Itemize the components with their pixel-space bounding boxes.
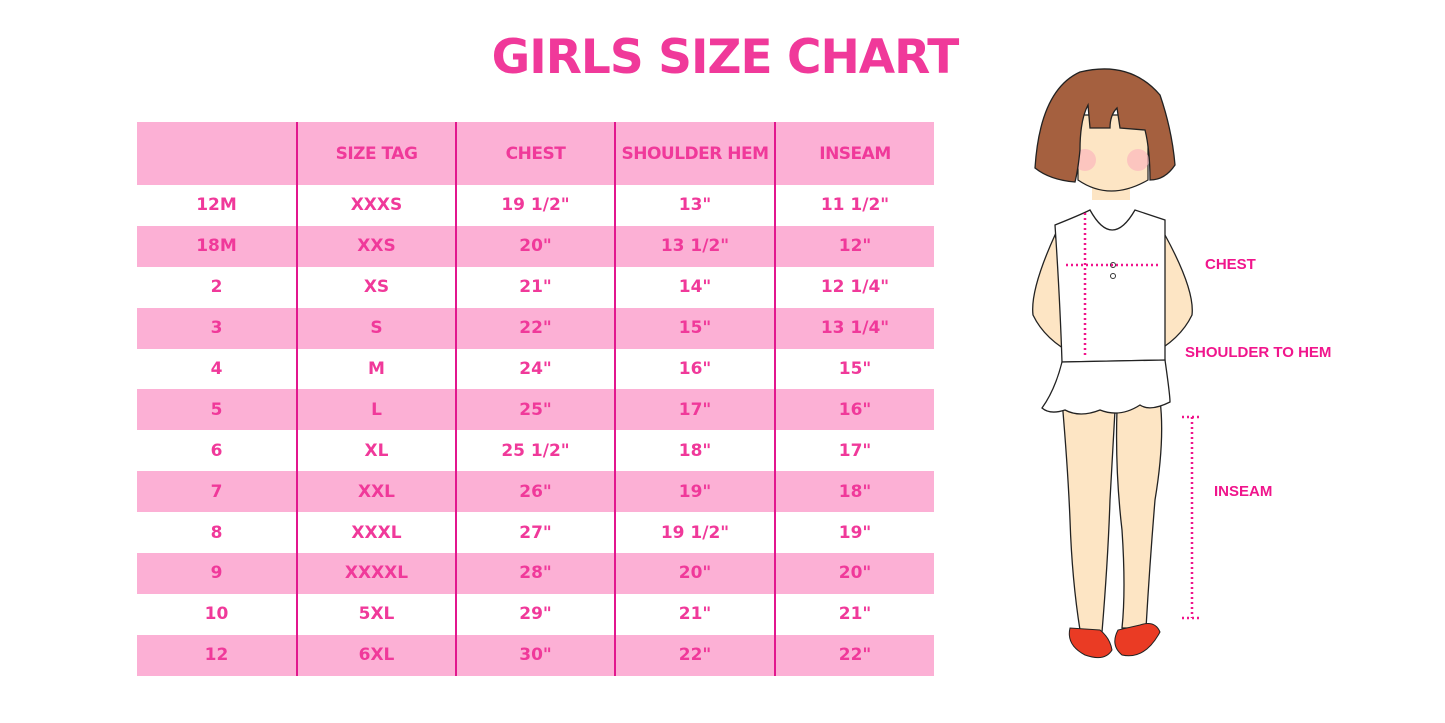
table-cell: 9 [137,553,297,594]
table-cell: 13 1/4" [774,307,934,349]
measurement-lines [1066,213,1200,620]
chest-label: CHEST [1205,256,1256,273]
table-cell: 25 1/2" [455,430,615,472]
table-header-row: SIZE TAG CHEST SHOULDER HEM INSEAM [137,122,934,185]
table-cell: 22" [614,634,775,676]
table-cell: 21" [455,266,615,308]
table-cell: 30" [455,634,615,676]
inseam-label: INSEAM [1214,483,1273,500]
column-header: INSEAM [774,122,934,185]
table-cell: 17" [614,389,775,431]
table-cell: 27" [455,512,615,554]
table-row: 5 L 25" 17" 16" [137,389,934,431]
column-header [137,122,297,185]
table-cell: 18" [774,471,934,513]
table-row: 12M XXXS 19 1/2" 13" 11 1/2" [137,185,934,226]
table-cell: XXXS [296,185,456,226]
table-cell: XXS [296,225,456,267]
column-header: SIZE TAG [296,122,456,185]
table-cell: 3 [137,307,297,349]
table-cell: XS [296,266,456,308]
table-cell: 18M [137,225,297,267]
table-cell: 10 [204,604,229,625]
table-cell: 11 1/2" [774,185,934,226]
table-cell: 16" [614,348,775,390]
hair-icon [1034,68,1176,183]
size-table: SIZE TAG CHEST SHOULDER HEM INSEAM 12M XXXS 1… [137,122,934,676]
table-cell: 19" [614,471,775,513]
table-cell: 14" [614,266,775,308]
column-header: CHEST [455,122,615,185]
table-row: 18M XXS 20" 13 1/2" 12" [137,225,934,267]
shoes-icon [1068,623,1161,659]
table-cell: 26" [455,471,615,513]
table-cell: 4 [210,359,223,379]
table-cell: 28" [455,553,615,594]
table-cell: 19 1/2" [455,185,615,226]
table-cell: 12" [774,225,934,267]
table-cell: XXXL [296,512,456,554]
table-row: 3 S 22" 15" 13 1/4" [137,307,934,349]
table-cell: 12 [137,634,297,676]
table-cell: L [296,389,456,431]
shoulder-to-hem-label: SHOULDER TO HEM [1185,344,1332,361]
table-cell: 21" [774,593,934,635]
table-cell: 22" [455,307,615,349]
table-cell: 22" [774,634,934,676]
table-cell: 15" [774,348,934,390]
column-header: SHOULDER HEM [614,122,775,185]
table-cell: 25" [455,389,615,431]
table-cell: 6XL [296,634,456,676]
table-row: 10 5XL 29" 21" 21" [137,593,934,635]
table-cell: XL [296,430,456,472]
table-row: 7 XXL 26" 19" 18" [137,471,934,513]
table-cell: 29" [455,593,615,635]
table-cell: 21" [614,593,775,635]
table-cell: 7 [137,471,297,513]
table-cell: 13" [614,185,775,226]
table-row: 9 XXXXL 28" 20" 20" [137,553,934,594]
table-cell: XXXXL [296,553,456,594]
table-cell: 20" [614,553,775,594]
table-cell: 17" [774,430,934,472]
table-cell: S [296,307,456,349]
table-cell: 19" [774,512,934,554]
table-cell: 12M [196,195,237,216]
table-cell: 20" [774,553,934,594]
table-cell: 8 [210,522,223,543]
table-cell: 24" [455,348,615,390]
table-row: 2 XS 21" 14" 12 1/4" [137,266,934,308]
page-title: GIRLS SIZE CHART [491,30,960,85]
table-cell: 20" [455,225,615,267]
table-cell: 13 1/2" [614,225,775,267]
table-cell: 6 [210,440,223,461]
table-cell: 12 1/4" [774,266,934,308]
table-cell: 18" [614,430,775,472]
table-row: 4 M 24" 16" 15" [137,348,934,390]
table-row: 12 6XL 30" 22" 22" [137,634,934,676]
table-cell: 19 1/2" [614,512,775,554]
table-cell: 15" [614,307,775,349]
table-cell: 5 [137,389,297,431]
table-cell: 2 [210,277,223,298]
table-cell: 5XL [296,593,456,635]
table-cell: XXL [296,471,456,513]
table-cell: M [296,348,456,390]
table-row: 8 XXXL 27" 19 1/2" 19" [137,512,934,554]
table-cell: 16" [774,389,934,431]
table-row: 6 XL 25 1/2" 18" 17" [137,430,934,472]
